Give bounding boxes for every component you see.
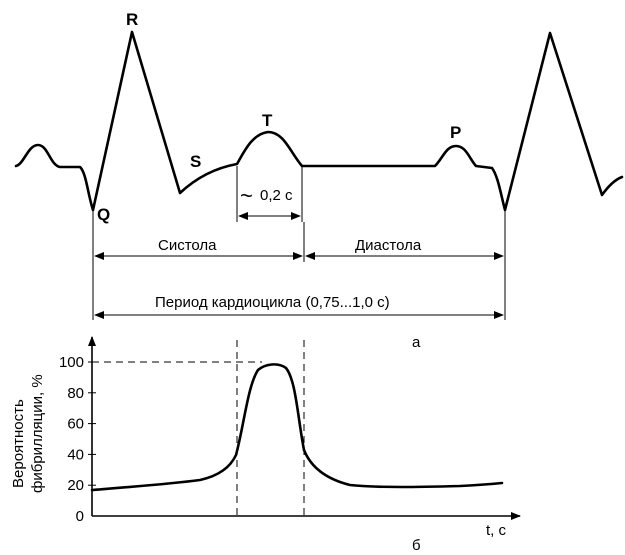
wave-label-q: Q <box>97 205 110 224</box>
period-label: Период кардиоцикла (0,75...1,0 с) <box>155 294 390 311</box>
probability-curve <box>90 363 504 492</box>
y-axis-label-line1: Вероятность <box>10 399 27 488</box>
y-tick-label: 20 <box>67 477 84 494</box>
y-tick-label: 80 <box>67 385 84 402</box>
y-tick-label: 0 <box>76 508 84 525</box>
y-tick-label: 60 <box>67 416 84 433</box>
wave-label-p: P <box>450 123 461 142</box>
y-tick-label: 40 <box>67 446 84 463</box>
y-ticks: 0 20 40 60 80 100 <box>59 354 96 525</box>
interval-tilde: ~ <box>240 183 253 208</box>
x-axis-label: t, с <box>486 522 507 539</box>
y-axis-label-line2: фибрилляции, % <box>29 374 46 493</box>
wave-label-r: R <box>126 10 138 29</box>
ecg-waveform <box>14 30 624 212</box>
wave-label-s: S <box>190 152 201 171</box>
ecg-panel: R Q S T P ~ 0,2 с Систола Диастола Перио… <box>14 10 624 351</box>
y-tick-label: 100 <box>59 354 84 371</box>
wave-label-t: T <box>262 111 273 130</box>
panel-letter-b: б <box>412 537 421 554</box>
diastole-label: Диастола <box>355 237 422 254</box>
systole-label: Систола <box>158 237 217 254</box>
panel-letter-a: а <box>412 334 421 351</box>
interval-label: 0,2 с <box>260 187 293 204</box>
